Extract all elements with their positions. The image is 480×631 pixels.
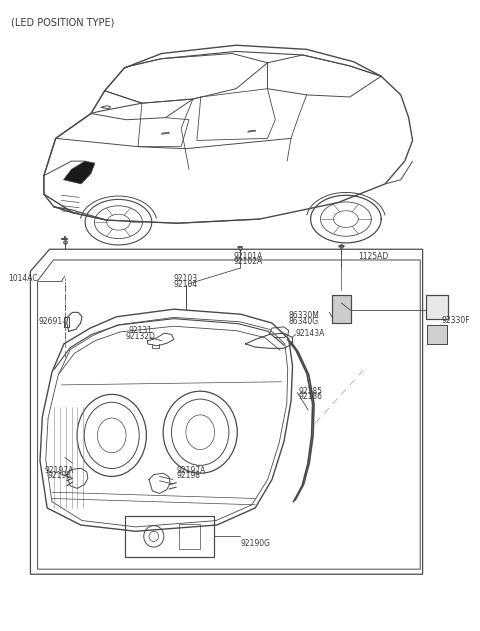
Polygon shape — [63, 161, 95, 184]
Bar — [427, 325, 446, 344]
Text: 92104: 92104 — [174, 280, 198, 289]
Text: 92185: 92185 — [298, 387, 322, 396]
Text: 92691: 92691 — [39, 317, 63, 326]
Bar — [426, 295, 448, 319]
Text: 92197A: 92197A — [45, 466, 74, 475]
Bar — [426, 295, 448, 319]
Text: 92197A: 92197A — [176, 466, 205, 475]
Text: 92330F: 92330F — [442, 316, 470, 325]
Text: 92103: 92103 — [174, 274, 198, 283]
Text: 86330M: 86330M — [288, 311, 320, 320]
Text: 92198: 92198 — [47, 471, 71, 480]
Text: 1125AD: 1125AD — [358, 252, 388, 261]
Text: 86340G: 86340G — [288, 317, 319, 326]
Text: 92132D: 92132D — [125, 332, 156, 341]
Text: 92198: 92198 — [176, 471, 200, 480]
Bar — [332, 295, 351, 323]
Text: (LED POSITION TYPE): (LED POSITION TYPE) — [12, 18, 115, 28]
Text: 92186: 92186 — [298, 392, 322, 401]
Text: 92131: 92131 — [129, 326, 153, 335]
Bar — [179, 524, 200, 549]
Bar — [125, 516, 214, 557]
Text: 92102A: 92102A — [233, 257, 263, 266]
Text: 92101A: 92101A — [233, 252, 263, 261]
Text: 92190G: 92190G — [241, 540, 271, 548]
Text: 92143A: 92143A — [296, 329, 325, 338]
Bar — [332, 295, 351, 323]
Bar — [427, 325, 446, 344]
Text: 1014AC: 1014AC — [8, 274, 37, 283]
